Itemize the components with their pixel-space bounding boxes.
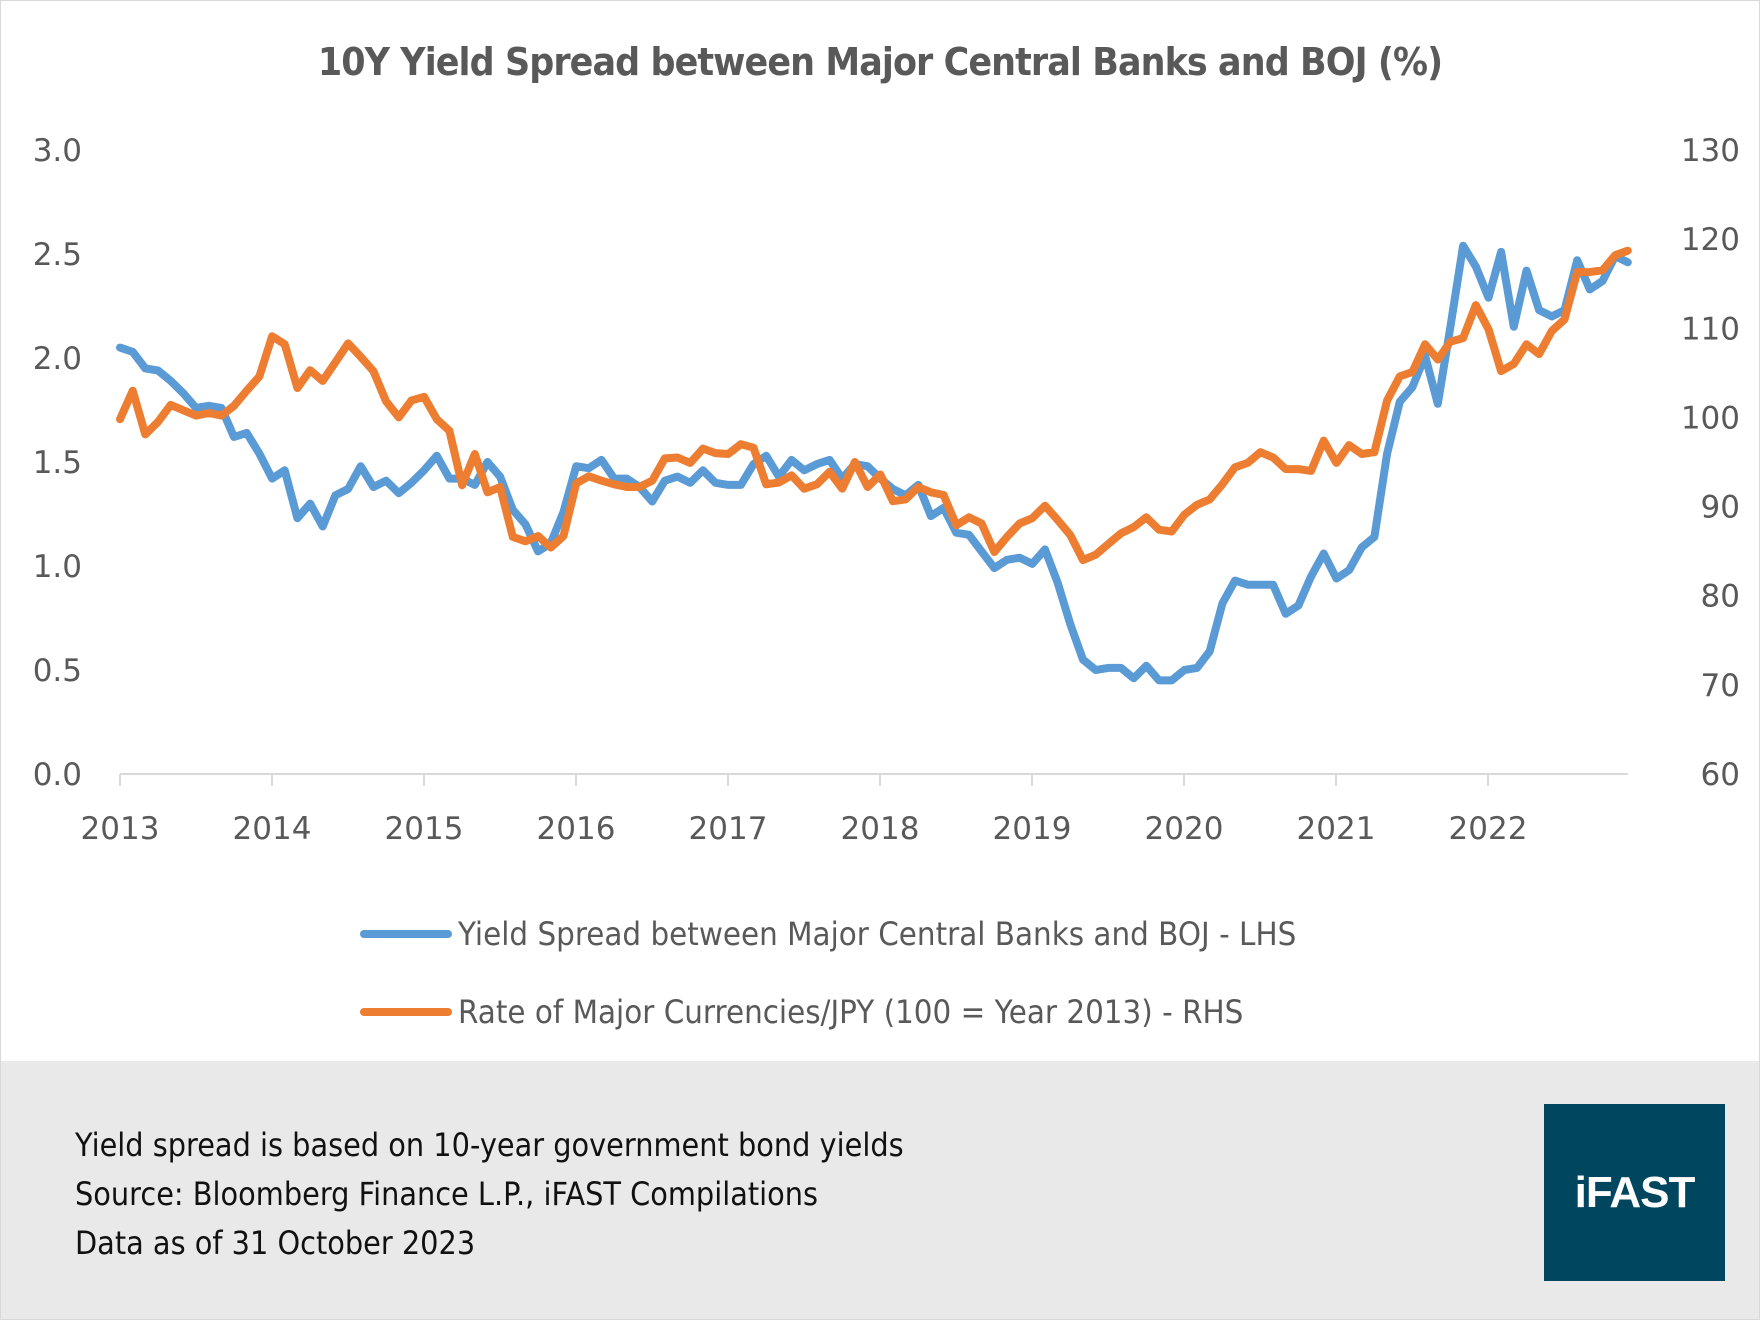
- note-source: Source: Bloomberg Finance L.P., iFAST Co…: [75, 1175, 819, 1213]
- series-line-yield-spread: [116, 241, 1632, 685]
- x-tick-label: 2013: [81, 811, 160, 847]
- x-tick-label: 2014: [233, 811, 312, 847]
- y-left-tick-label: 2.5: [33, 237, 82, 273]
- footer: Yield spread is based on 10-year governm…: [1, 1061, 1759, 1319]
- x-tick-label: 2016: [537, 811, 616, 847]
- x-tick-label: 2021: [1297, 811, 1376, 847]
- legend-label: Rate of Major Currencies/JPY (100 = Year…: [458, 993, 1244, 1031]
- y-right-tick-label: 100: [1681, 400, 1740, 436]
- legend-item-yield-spread: Yield Spread between Major Central Banks…: [360, 895, 1369, 973]
- series-line-currency-rate: [116, 246, 1632, 565]
- note-data-date: Data as of 31 October 2023: [75, 1224, 476, 1262]
- y-right-tick-label: 80: [1701, 579, 1740, 615]
- y-right-tick-label: 130: [1681, 133, 1740, 169]
- y-right-tick-label: 120: [1681, 222, 1740, 258]
- y-left-tick-label: 2.0: [33, 341, 82, 377]
- y-left-tick-label: 0.0: [33, 757, 82, 793]
- x-tick-label: 2015: [385, 811, 464, 847]
- y-left-tick-label: 3.0: [33, 133, 82, 169]
- y-right-tick-label: 70: [1701, 668, 1740, 704]
- legend-swatch-orange: [360, 1008, 452, 1016]
- x-tick-label: 2019: [993, 811, 1072, 847]
- y-right-tick-label: 110: [1681, 311, 1740, 347]
- x-tick-label: 2020: [1145, 811, 1224, 847]
- y-left-tick-label: 1.0: [33, 549, 82, 585]
- legend-label: Yield Spread between Major Central Banks…: [458, 915, 1297, 953]
- x-tick-label: 2017: [689, 811, 768, 847]
- x-tick-label: 2018: [841, 811, 920, 847]
- line-chart: 2013 2014 2015 2016 2017 2018 2019 2020 2021 2022…: [33, 133, 1740, 847]
- x-tick-label: 2022: [1449, 811, 1528, 847]
- ifast-logo: iFAST: [1544, 1104, 1725, 1281]
- legend-swatch-blue: [360, 930, 452, 938]
- series-layer: [116, 241, 1632, 685]
- legend: Yield Spread between Major Central Banks…: [360, 895, 1369, 1051]
- y-right-tick-label: 60: [1701, 757, 1740, 793]
- note-yield-basis: Yield spread is based on 10-year governm…: [75, 1126, 904, 1164]
- y-left-tick-label: 0.5: [33, 653, 82, 689]
- chart-title: 10Y Yield Spread between Major Central B…: [317, 40, 1443, 84]
- logo-text: iFAST: [1574, 1167, 1696, 1217]
- y-left-tick-label: 1.5: [33, 445, 82, 481]
- y-right-tick-label: 90: [1701, 490, 1740, 526]
- legend-item-currency-rate: Rate of Major Currencies/JPY (100 = Year…: [360, 973, 1369, 1051]
- footer-notes: Yield spread is based on 10-year governm…: [75, 1121, 904, 1268]
- axes: 2013 2014 2015 2016 2017 2018 2019 2020 2021 2022…: [33, 133, 1740, 847]
